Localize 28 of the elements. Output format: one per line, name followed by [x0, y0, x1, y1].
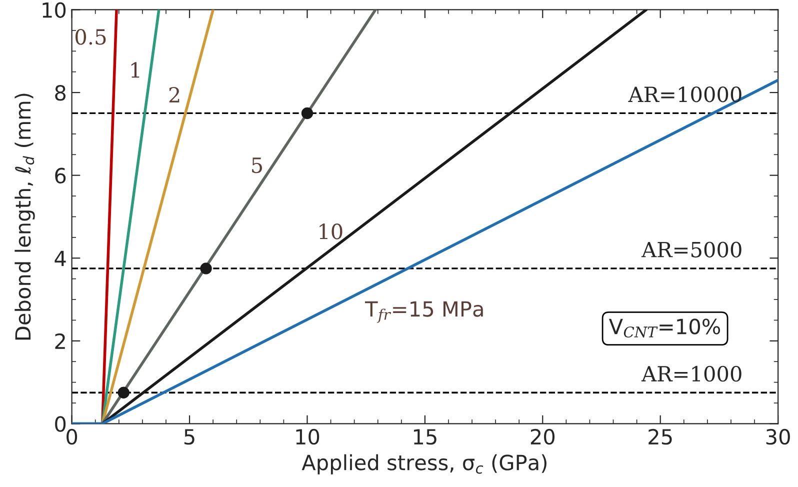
x-tick-label: 25: [648, 428, 672, 445]
series-label: T$_{fr}$=15 MPa: [364, 301, 483, 323]
point: [118, 386, 130, 398]
annotation: AR=10000: [628, 86, 742, 102]
x-tick-label: 10: [296, 428, 320, 445]
annotation: 1: [131, 62, 140, 78]
annotation: V$_{CNT}$=10%: [608, 318, 720, 338]
x-tick-label: 5: [184, 429, 194, 445]
point: [301, 107, 314, 120]
annotation: 2: [169, 86, 180, 102]
y-tick-label: 2: [55, 333, 65, 349]
y-tick-label: 6: [55, 168, 66, 184]
annotation: AR=5000: [641, 242, 742, 258]
x-tick-label: 20: [530, 428, 555, 445]
y-tick-label: 10: [42, 2, 66, 18]
annotation: AR=1000: [641, 366, 742, 382]
annotation: 5: [252, 158, 262, 174]
x-axis-title: Applied stress, σ$_{c}$ (GPa): [302, 454, 546, 474]
x-tick-label: 0: [66, 428, 78, 445]
y-tick-label: 0: [55, 416, 66, 432]
y-axis-title: Debond length, ℓ$_{d}$ (mm): [14, 94, 35, 340]
x-tick-label: 15: [414, 429, 436, 445]
point: [200, 262, 212, 274]
annotation: 0.5: [76, 29, 106, 45]
x-tick-label: 30: [766, 428, 790, 445]
y-tick-label: 4: [54, 250, 66, 266]
annotation: 10: [320, 224, 342, 240]
y-tick-label: 8: [55, 84, 66, 101]
